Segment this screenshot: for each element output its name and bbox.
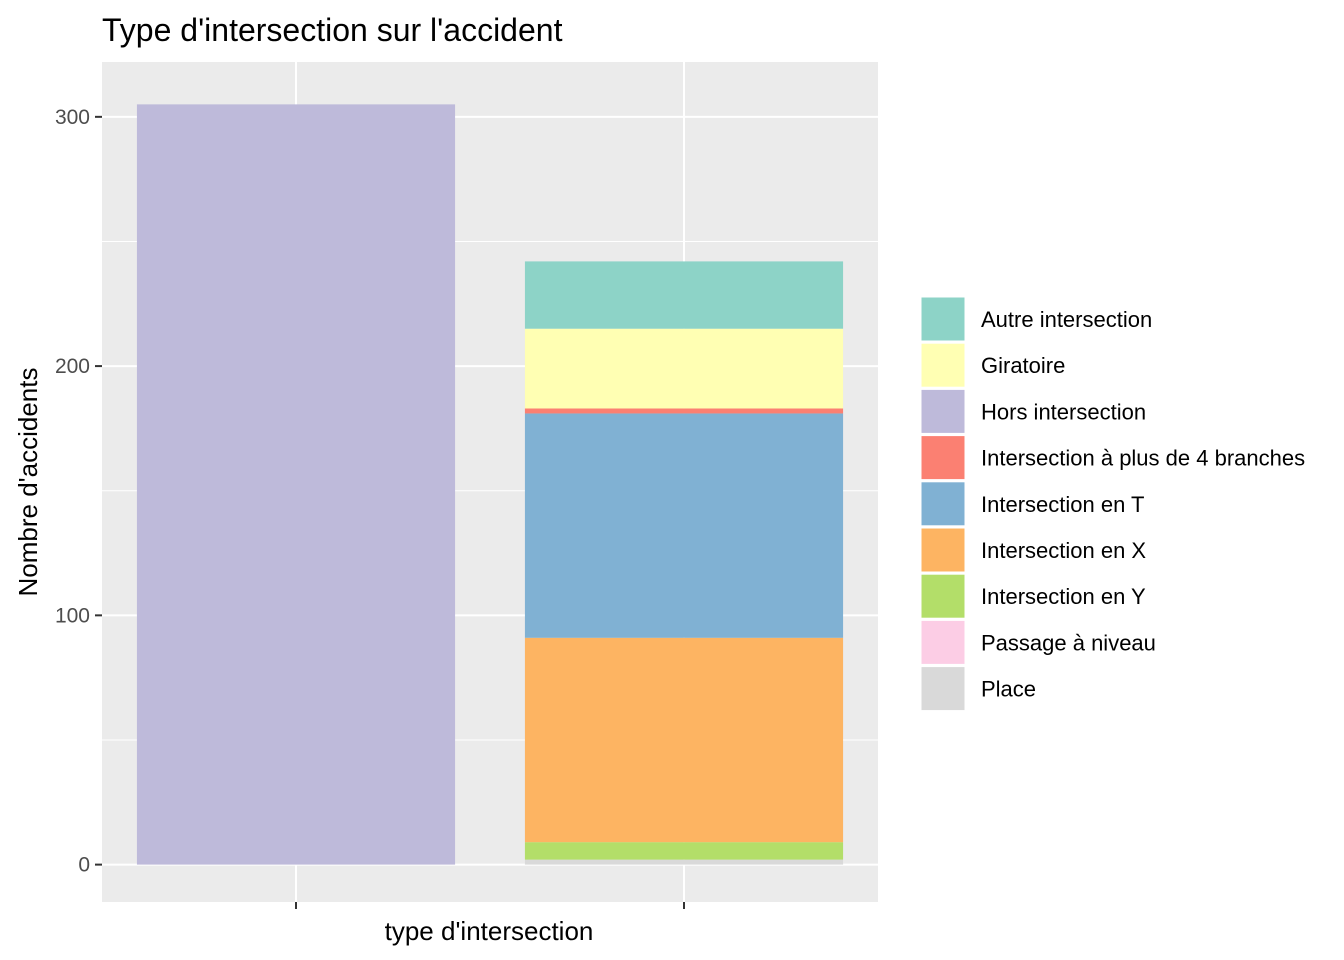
legend: Autre intersection Giratoire Hors intersec… [920, 296, 1305, 712]
bar-segment-intersection-en-y [524, 842, 844, 860]
y-tick-label: 100 [55, 604, 90, 627]
legend-key [920, 296, 966, 342]
bar-segment-hors-intersection [136, 104, 456, 865]
y-tick-label: 300 [55, 106, 90, 129]
x-axis-title: type d'intersection [385, 916, 594, 946]
y-tick-label: 0 [78, 854, 90, 877]
legend-label: Intersection en Y [981, 584, 1146, 609]
legend-label: Hors intersection [981, 399, 1146, 424]
legend-key [920, 527, 966, 573]
legend-label: Giratoire [981, 353, 1065, 378]
legend-label: Intersection en X [981, 538, 1146, 563]
legend-label: Passage à niveau [981, 630, 1156, 655]
legend-key [920, 619, 966, 665]
bar-segment-giratoire [524, 328, 844, 409]
legend-label: Autre intersection [981, 307, 1152, 332]
legend-label: Place [981, 677, 1036, 702]
legend-key [920, 481, 966, 527]
bar-segment-intersection-en-x [524, 637, 844, 843]
legend-key [920, 666, 966, 712]
legend-label: Intersection à plus de 4 branches [981, 446, 1305, 471]
chart-title: Type d'intersection sur l'accident [102, 12, 563, 48]
legend-key [920, 573, 966, 619]
y-tick-label: 200 [55, 355, 90, 378]
y-axis-title: Nombre d'accidents [13, 368, 43, 597]
legend-key [920, 342, 966, 388]
bar-segment-place [524, 859, 844, 865]
legend-key [920, 388, 966, 434]
legend-label: Intersection en T [981, 492, 1144, 517]
bar-segment-autre-intersection [524, 261, 844, 329]
bar-segment-intersection-plus-de-4-branches [524, 408, 844, 414]
bars [136, 104, 844, 865]
bar-segment-intersection-en-t [524, 413, 844, 638]
legend-key [920, 435, 966, 481]
x-axis [295, 902, 685, 909]
y-axis: 0 100 200 300 [55, 106, 102, 877]
